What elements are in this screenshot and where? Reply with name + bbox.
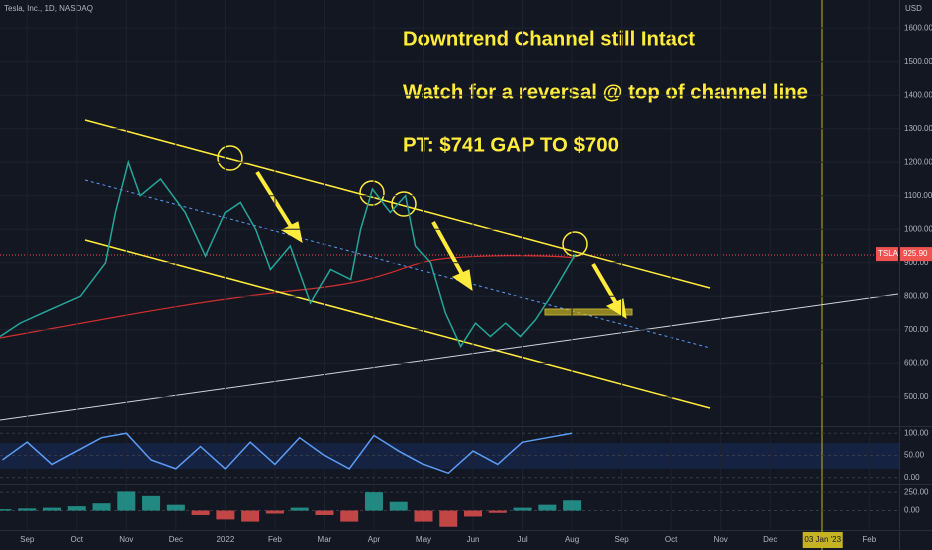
arrow (431, 221, 465, 277)
x-tick-label: Sep (615, 535, 630, 544)
histogram-bar (563, 500, 582, 511)
arrow (591, 262, 619, 307)
histogram-bar (389, 501, 408, 511)
histogram-bar (414, 510, 433, 522)
currency: USD (905, 4, 922, 13)
y-tick-label: 0.00 (904, 506, 920, 515)
y-tick-label: 1500.00 (904, 57, 932, 66)
histogram-bar (142, 495, 161, 511)
x-tick-label: 2022 (216, 535, 234, 544)
histogram-bar (166, 504, 185, 511)
histogram-bar (538, 504, 557, 511)
x-tick-label: Aug (565, 535, 579, 544)
y-tick-label: 600.00 (904, 358, 929, 367)
crosshair-label-bg (802, 532, 843, 548)
y-tick-label: 250.00 (904, 487, 929, 496)
histogram-bar (464, 510, 483, 517)
arrow-head (451, 269, 473, 292)
channel-bottom (84, 239, 711, 409)
price-line (2, 432, 573, 475)
histogram-bar (67, 506, 86, 511)
histogram-bar (439, 510, 458, 527)
x-tick-label: Nov (714, 535, 728, 544)
stoch-band (0, 443, 899, 469)
histogram-bar (513, 507, 532, 511)
histogram-bar (265, 510, 284, 514)
y-tick-label: 500.00 (904, 392, 929, 401)
histogram-bar (340, 510, 359, 522)
gap-box (544, 308, 633, 316)
x-tick-label: Jun (467, 535, 480, 544)
annotation: PT: $741 GAP TO $700 (403, 134, 619, 156)
x-tick-label: Jul (517, 535, 527, 544)
x-tick-label: Dec (763, 535, 777, 544)
last-price: 925.90 (903, 249, 928, 258)
histogram-bar (364, 492, 383, 511)
circle (217, 145, 243, 171)
x-tick-label: Apr (368, 535, 381, 544)
price-line (0, 159, 577, 349)
annotation: Downtrend Channel still Intact (403, 28, 695, 50)
circle (359, 180, 385, 206)
histogram-bar (0, 509, 12, 511)
y-tick-label: 1200.00 (904, 157, 932, 166)
x-tick-label: Feb (862, 535, 876, 544)
trend-line (0, 293, 899, 421)
y-tick-label: 1300.00 (904, 124, 932, 133)
y-tick-label: 1400.00 (904, 90, 932, 99)
y-tick-label: 1000.00 (904, 224, 932, 233)
x-tick-label: Oct (665, 535, 678, 544)
y-tick-label: 700.00 (904, 325, 929, 334)
x-tick-label: Sep (20, 535, 35, 544)
histogram-bar (92, 503, 111, 511)
histogram-bar (488, 510, 507, 513)
histogram-bar (191, 510, 210, 515)
ma200 (0, 255, 576, 339)
symbol-bg (876, 247, 898, 262)
x-tick-label: Dec (169, 535, 183, 544)
x-tick-label: Oct (71, 535, 84, 544)
symbol: TSLA (878, 249, 899, 258)
histogram-bar (216, 510, 235, 520)
x-tick-label: Feb (268, 535, 282, 544)
y-tick-label: 100.00 (904, 428, 929, 437)
histogram-bar (18, 508, 37, 511)
y-tick-label: 900.00 (904, 258, 929, 267)
y-tick-label: 1100.00 (904, 191, 932, 200)
annotation: Watch for a reversal @ top of channel li… (403, 81, 808, 103)
arrow-head (280, 221, 303, 244)
y-tick-label: 50.00 (904, 451, 925, 460)
histogram-bar (241, 510, 260, 522)
y-tick-label: 800.00 (904, 291, 929, 300)
x-tick-label: May (416, 535, 431, 544)
x-tick-label: Mar (318, 535, 332, 544)
header: Tesla, Inc., 1D, NASDAQ (4, 4, 93, 13)
x-tick-label: Nov (119, 535, 133, 544)
y-tick-label: 1600.00 (904, 23, 932, 32)
histogram-bar (43, 507, 62, 511)
circle (391, 191, 417, 217)
histogram-bar (315, 510, 334, 515)
y-tick-label: 0.00 (904, 473, 920, 482)
histogram-bar (290, 507, 309, 511)
histogram-bar (117, 491, 136, 511)
last-price-bg (900, 247, 932, 262)
crosshair-label: 03 Jan '23 (804, 535, 841, 544)
